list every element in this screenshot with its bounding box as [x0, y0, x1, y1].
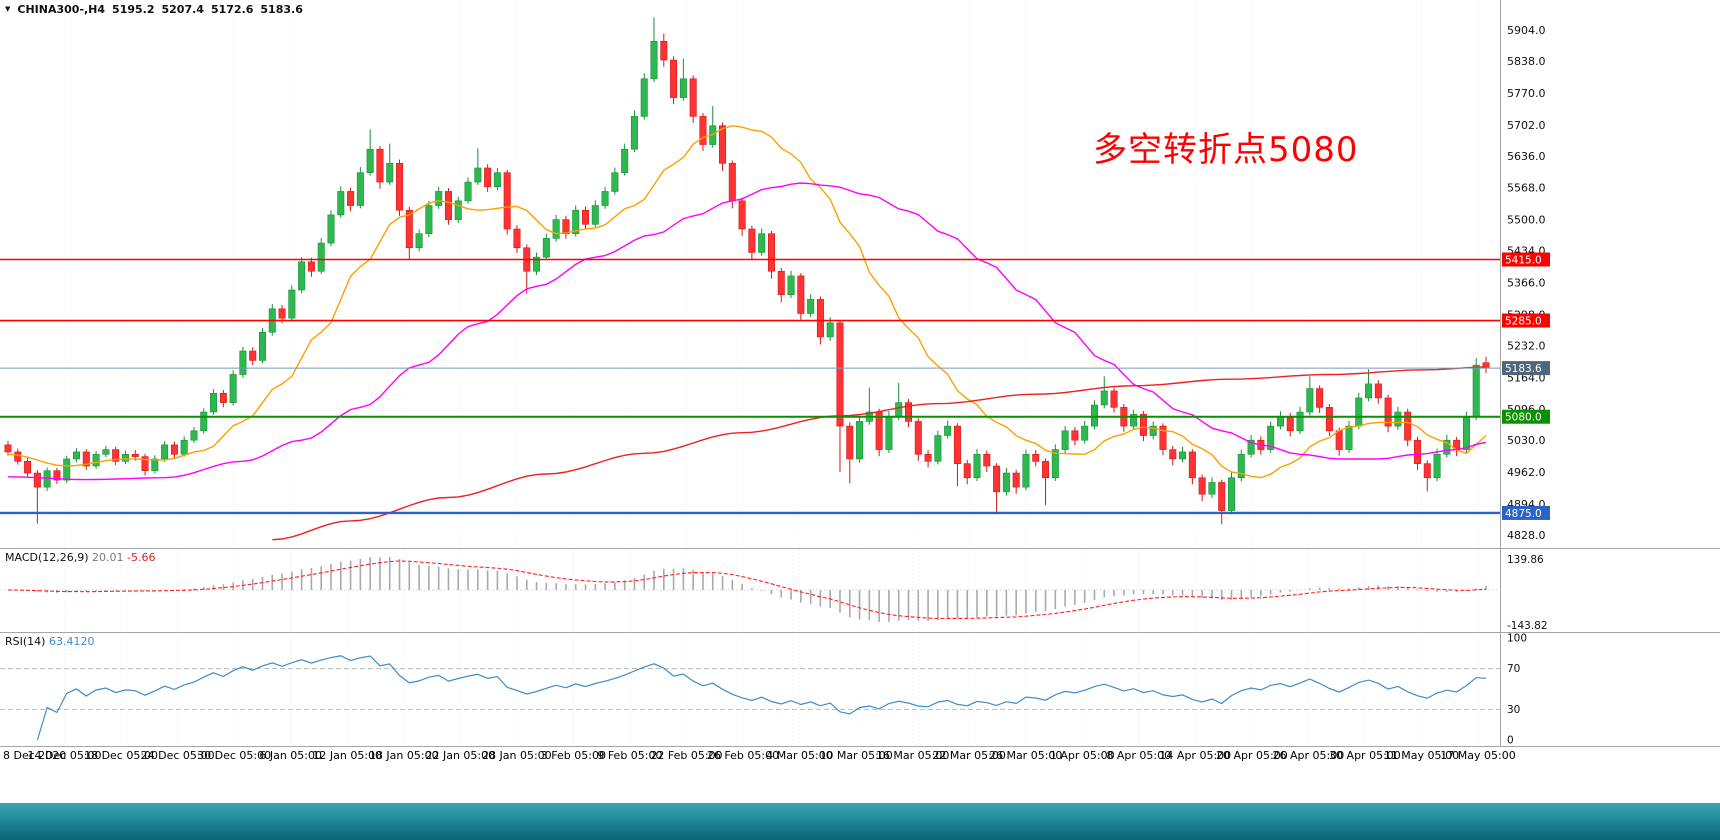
- time-axis-label: 8 Apr 05:00: [1106, 749, 1172, 762]
- main-grid: [7, 0, 1479, 548]
- price-axis-tick: 5838.0: [1507, 55, 1546, 68]
- time-axis-label: 4 Mar 05:00: [766, 749, 833, 762]
- time-axis-label: 6 Jan 05:00: [259, 749, 323, 762]
- macd-title: MACD(12,26,9): [5, 551, 89, 564]
- time-axis-label: 18 Dec 05:00: [84, 749, 159, 762]
- price-axis-tick: 5636.0: [1507, 150, 1546, 163]
- svg-text:5183.6: 5183.6: [1505, 363, 1542, 375]
- time-axis-label: 26 Feb 05:00: [706, 749, 780, 762]
- time-axis-label: 26 Mar 05:00: [988, 749, 1063, 762]
- ohlc-low: 5172.6: [210, 3, 254, 16]
- rsi-axis-tick: 30: [1507, 704, 1520, 716]
- price-axis-tick: 5702.0: [1507, 119, 1546, 132]
- time-axis-label: 22 Jan 05:00: [425, 749, 496, 762]
- time-axis-label: 9 Feb 05:00: [597, 749, 663, 762]
- macd-axis-min: -143.82: [1507, 620, 1548, 631]
- price-axis-separator: [1500, 0, 1501, 746]
- time-axis-label: 3 Feb 05:00: [540, 749, 606, 762]
- time-axis-label: 24 Dec 05:00: [140, 749, 215, 762]
- macd-axis-max: 139.86: [1507, 554, 1544, 566]
- ohlc-high: 5207.4: [161, 3, 204, 16]
- price-axis-badge: 5183.6: [1502, 361, 1550, 376]
- rsi-line: [36, 655, 1487, 741]
- chart-ohlc-header: ▼ CHINA300-,H4 5195.2 5207.4 5172.6 5183…: [5, 3, 303, 16]
- panel-separator: [0, 548, 1720, 549]
- price-axis-tick: 4828.0: [1507, 529, 1546, 542]
- time-axis-label: 22 Feb 05:00: [650, 749, 723, 762]
- svg-text:5080.0: 5080.0: [1505, 412, 1542, 424]
- price-axis-tick: 5770.0: [1507, 87, 1546, 100]
- rsi-axis-tick: 70: [1507, 663, 1520, 675]
- price-axis-badge: 5285.0: [1502, 313, 1550, 328]
- time-axis-label: 1 Apr 05:00: [1049, 749, 1115, 762]
- time-axis[interactable]: 8 Dec 2020 14 Dec 05:00 18 Dec 05:00 24 Dec…: [0, 749, 1516, 767]
- time-axis-label: 30 Apr 05:00: [1329, 749, 1401, 762]
- time-axis-label: 11 May 05:00: [1383, 749, 1460, 762]
- macd-histogram: [16, 557, 1487, 622]
- time-axis-label: 22 Mar 05:00: [932, 749, 1006, 762]
- time-axis-label: 30 Dec 05:00: [197, 749, 272, 762]
- macd-value-signal: -5.66: [127, 551, 156, 564]
- rsi-panel[interactable]: 100 70 30 0: [0, 633, 1720, 745]
- bottom-window-strip: [0, 803, 1720, 840]
- time-axis-label: 26 Apr 05:00: [1272, 749, 1345, 762]
- price-axis-tick: 5568.0: [1507, 182, 1546, 195]
- rsi-label: RSI(14) 63.4120: [5, 635, 94, 648]
- symbol-marker-icon: ▼: [5, 4, 11, 13]
- ma-mid-magenta: [7, 182, 1487, 481]
- time-axis-label: 8 Dec 2020: [3, 749, 67, 762]
- time-axis-label: 14 Apr 05:00: [1159, 749, 1232, 762]
- time-axis-label: 16 Mar 05:00: [875, 749, 950, 762]
- svg-text:4875.0: 4875.0: [1505, 508, 1542, 520]
- main-price-chart[interactable]: 5904.0 5838.0 5770.0 5702.0 5636.0 5568.0 5500…: [0, 0, 1720, 548]
- price-axis[interactable]: 5904.0 5838.0 5770.0 5702.0 5636.0 5568.0 5500…: [1507, 24, 1546, 542]
- macd-label: MACD(12,26,9) 20.01 -5.66: [5, 551, 156, 564]
- price-axis-badge: 5415.0: [1502, 252, 1550, 267]
- time-axis-label: 28 Jan 05:00: [482, 749, 552, 762]
- time-axis-label: 12 Jan 05:00: [312, 749, 383, 762]
- price-annotation-text[interactable]: 多空转折点5080: [1093, 130, 1359, 170]
- macd-value-main: 20.01: [92, 551, 124, 564]
- panel-separator: [0, 746, 1720, 747]
- price-axis-tick: 5232.0: [1507, 339, 1546, 352]
- price-axis-tick: 5500.0: [1507, 214, 1546, 227]
- rsi-axis-tick: 100: [1507, 633, 1527, 645]
- svg-text:5415.0: 5415.0: [1505, 255, 1542, 267]
- price-axis-tick: 5030.0: [1507, 434, 1546, 447]
- panel-separator: [0, 632, 1720, 633]
- time-axis-label: 17 May 05:00: [1440, 749, 1516, 762]
- rsi-value: 63.4120: [48, 635, 95, 648]
- rsi-title: RSI(14): [5, 635, 46, 648]
- price-axis-badge: 5080.0: [1502, 409, 1550, 424]
- ma-slow-red: [272, 366, 1487, 541]
- time-axis-label: 20 Apr 05:00: [1215, 749, 1288, 762]
- time-axis-label: 10 Mar 05:00: [819, 749, 893, 762]
- price-axis-tick: 5366.0: [1507, 277, 1546, 290]
- candles: [4, 17, 1490, 525]
- price-axis-tick: 5904.0: [1507, 24, 1546, 37]
- macd-panel[interactable]: 139.86 -143.82: [0, 549, 1720, 631]
- rsi-axis-tick: 0: [1507, 735, 1514, 746]
- time-axis-label: 18 Jan 05:00: [368, 749, 439, 762]
- ohlc-open: 5195.2: [112, 3, 155, 16]
- svg-text:5285.0: 5285.0: [1505, 316, 1542, 328]
- ma-fast-orange: [7, 124, 1487, 479]
- macd-signal-line: [7, 560, 1487, 620]
- ohlc-close: 5183.6: [260, 3, 303, 16]
- symbol-period: CHINA300-,H4: [17, 3, 106, 16]
- time-axis-label: 14 Dec 05:00: [27, 749, 102, 762]
- price-axis-badge: 4875.0: [1502, 505, 1550, 520]
- price-axis-tick: 4962.0: [1507, 466, 1546, 479]
